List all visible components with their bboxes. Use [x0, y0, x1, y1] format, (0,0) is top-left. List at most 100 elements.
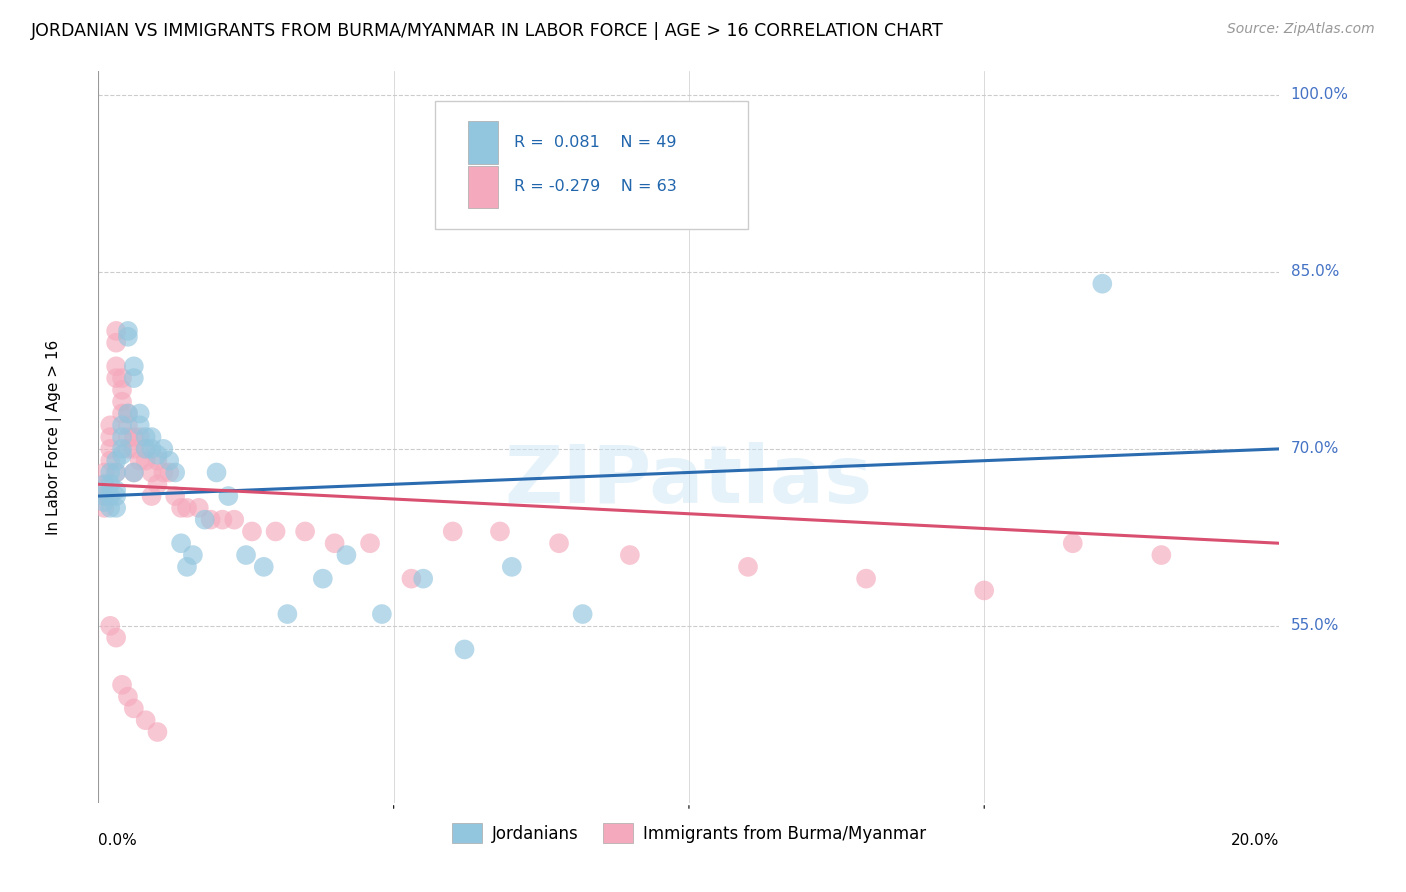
- Point: [111, 448, 134, 462]
- Point: [98, 442, 121, 456]
- Text: 20.0%: 20.0%: [1232, 833, 1279, 848]
- Text: In Labor Force | Age > 16: In Labor Force | Age > 16: [45, 340, 62, 534]
- Text: Source: ZipAtlas.com: Source: ZipAtlas.com: [1227, 22, 1375, 37]
- Point: [105, 359, 128, 374]
- Point: [105, 466, 128, 480]
- Point: [217, 489, 239, 503]
- Point: [122, 359, 145, 374]
- Point: [105, 453, 128, 467]
- Point: [619, 548, 641, 562]
- Point: [105, 466, 128, 480]
- Point: [122, 442, 145, 456]
- Point: [441, 524, 464, 539]
- Point: [165, 489, 187, 503]
- Point: [264, 524, 287, 539]
- Point: [170, 500, 193, 515]
- Point: [371, 607, 394, 621]
- Point: [128, 430, 150, 444]
- Point: [135, 713, 157, 727]
- Point: [117, 407, 139, 421]
- Text: R =  0.081    N = 49: R = 0.081 N = 49: [515, 135, 676, 150]
- Point: [93, 466, 115, 480]
- Point: [146, 453, 169, 467]
- Text: 0.0%: 0.0%: [98, 833, 138, 848]
- Point: [224, 513, 246, 527]
- Point: [253, 559, 276, 574]
- Text: 70.0%: 70.0%: [1291, 442, 1339, 457]
- Point: [181, 548, 204, 562]
- Point: [105, 335, 128, 350]
- Point: [135, 453, 157, 467]
- Legend: Jordanians, Immigrants from Burma/Myanmar: Jordanians, Immigrants from Burma/Myanma…: [444, 817, 934, 849]
- Point: [105, 489, 128, 503]
- Point: [111, 371, 134, 385]
- Point: [501, 559, 523, 574]
- Point: [141, 489, 163, 503]
- Point: [359, 536, 381, 550]
- Bar: [468, 121, 498, 163]
- Point: [128, 407, 150, 421]
- Point: [93, 489, 115, 503]
- Point: [146, 725, 169, 739]
- Point: [117, 330, 139, 344]
- Point: [111, 442, 134, 456]
- Text: ZIPatlas: ZIPatlas: [505, 442, 873, 520]
- Point: [235, 548, 257, 562]
- Point: [117, 324, 139, 338]
- Point: [453, 642, 475, 657]
- Point: [152, 466, 174, 480]
- Point: [335, 548, 357, 562]
- Text: 55.0%: 55.0%: [1291, 618, 1339, 633]
- Point: [98, 500, 121, 515]
- Point: [122, 466, 145, 480]
- Point: [276, 607, 298, 621]
- Point: [200, 513, 222, 527]
- Point: [117, 690, 139, 704]
- Point: [122, 371, 145, 385]
- Point: [240, 524, 263, 539]
- Point: [548, 536, 571, 550]
- Point: [401, 572, 423, 586]
- Point: [135, 442, 157, 456]
- Point: [105, 631, 128, 645]
- Point: [141, 442, 163, 456]
- Point: [105, 483, 128, 498]
- Point: [93, 477, 115, 491]
- Point: [294, 524, 316, 539]
- Point: [489, 524, 512, 539]
- Text: 100.0%: 100.0%: [1291, 87, 1348, 103]
- Point: [1150, 548, 1173, 562]
- Point: [165, 466, 187, 480]
- Point: [105, 324, 128, 338]
- Point: [122, 466, 145, 480]
- Text: R = -0.279    N = 63: R = -0.279 N = 63: [515, 179, 676, 194]
- Point: [122, 701, 145, 715]
- Point: [211, 513, 233, 527]
- Point: [117, 442, 139, 456]
- Point: [157, 466, 180, 480]
- Point: [1091, 277, 1114, 291]
- Point: [117, 407, 139, 421]
- Point: [412, 572, 434, 586]
- Point: [176, 559, 198, 574]
- Point: [141, 466, 163, 480]
- Point: [973, 583, 995, 598]
- Point: [98, 477, 121, 491]
- Point: [737, 559, 759, 574]
- Point: [98, 466, 121, 480]
- Point: [93, 489, 115, 503]
- Point: [98, 489, 121, 503]
- Point: [146, 448, 169, 462]
- Point: [152, 442, 174, 456]
- Point: [187, 500, 209, 515]
- Point: [93, 495, 115, 509]
- Point: [194, 513, 217, 527]
- Text: JORDANIAN VS IMMIGRANTS FROM BURMA/MYANMAR IN LABOR FORCE | AGE > 16 CORRELATION: JORDANIAN VS IMMIGRANTS FROM BURMA/MYANM…: [31, 22, 943, 40]
- Point: [117, 418, 139, 433]
- Point: [128, 453, 150, 467]
- Point: [111, 418, 134, 433]
- Point: [855, 572, 877, 586]
- Point: [170, 536, 193, 550]
- Point: [157, 453, 180, 467]
- Point: [111, 394, 134, 409]
